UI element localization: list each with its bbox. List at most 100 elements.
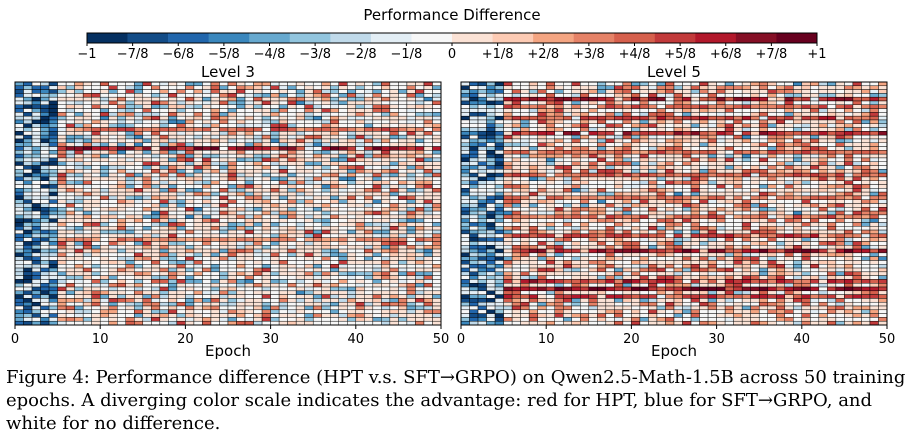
heatmap-cell xyxy=(622,176,632,181)
heatmap-cell xyxy=(372,256,382,261)
heatmap-cell xyxy=(193,237,203,242)
heatmap-cell xyxy=(168,226,178,231)
heatmap-cell xyxy=(253,104,263,109)
heatmap-cell xyxy=(151,176,161,181)
heatmap-cell xyxy=(108,119,118,124)
heatmap-cell xyxy=(631,115,641,121)
heatmap-cell xyxy=(801,104,811,109)
heatmap-cell xyxy=(236,256,246,261)
heatmap-cell xyxy=(406,252,416,257)
heatmap-cell xyxy=(699,199,709,204)
heatmap-cell xyxy=(278,89,288,94)
heatmap-cell xyxy=(40,218,50,223)
heatmap-cell xyxy=(810,203,820,208)
heatmap-cell xyxy=(176,108,186,113)
heatmap-cell xyxy=(622,131,632,136)
heatmap-cell xyxy=(364,286,374,292)
heatmap-cell xyxy=(432,142,442,147)
heatmap-cell xyxy=(244,172,254,178)
heatmap-cell xyxy=(202,290,212,295)
heatmap-cell xyxy=(321,260,331,265)
heatmap-cell xyxy=(57,157,67,162)
heatmap-cell xyxy=(665,161,675,166)
colorbar-segment xyxy=(370,33,412,43)
heatmap-cell xyxy=(74,309,84,314)
heatmap-cell xyxy=(767,203,777,208)
heatmap-cell xyxy=(65,104,75,109)
heatmap-cell xyxy=(219,320,229,326)
heatmap-cell xyxy=(23,108,33,113)
heatmap-cell xyxy=(469,169,479,174)
heatmap-cell xyxy=(605,188,615,193)
heatmap-cell xyxy=(415,96,425,102)
heatmap-cell xyxy=(639,81,649,87)
heatmap-cell xyxy=(741,169,751,174)
heatmap-cell xyxy=(117,271,126,276)
heatmap-cell xyxy=(278,305,288,311)
heatmap-cell xyxy=(159,176,169,181)
heatmap-cell xyxy=(91,93,101,98)
heatmap-cell xyxy=(40,96,50,102)
heatmap-cell xyxy=(176,222,186,227)
heatmap-cell xyxy=(108,161,118,166)
heatmap-cell xyxy=(494,104,504,109)
heatmap-cell xyxy=(227,305,237,311)
heatmap-cell xyxy=(372,142,382,147)
heatmap-cell xyxy=(707,157,717,162)
heatmap-cell xyxy=(108,275,118,280)
heatmap-cell xyxy=(82,294,92,299)
heatmap-cell xyxy=(168,267,178,273)
heatmap-cell xyxy=(469,127,479,132)
heatmap-cell xyxy=(125,112,135,117)
heatmap-cell xyxy=(707,195,717,200)
heatmap-cell xyxy=(347,320,357,326)
heatmap-cell xyxy=(406,138,416,143)
heatmap-cell xyxy=(278,267,288,273)
heatmap-cell xyxy=(99,123,109,128)
heatmap-cell xyxy=(758,184,768,189)
heatmap-cell xyxy=(364,188,374,193)
heatmap-cell xyxy=(117,203,126,208)
heatmap-cell xyxy=(398,188,408,193)
heatmap-cell xyxy=(48,153,58,159)
heatmap-cell xyxy=(338,172,348,178)
heatmap-cell xyxy=(648,100,658,106)
heatmap-cell xyxy=(724,89,734,94)
heatmap-cell xyxy=(372,184,382,189)
heatmap-cell xyxy=(261,294,271,299)
heatmap-cell xyxy=(767,165,777,170)
heatmap-cell xyxy=(48,172,58,178)
heatmap-cell xyxy=(364,131,374,136)
heatmap-cell xyxy=(597,203,607,208)
heatmap-cell xyxy=(758,138,768,143)
heatmap-cell xyxy=(23,241,33,246)
heatmap-cell xyxy=(835,161,845,166)
heatmap-cell xyxy=(733,199,743,204)
heatmap-cell xyxy=(14,214,24,219)
heatmap-cell xyxy=(656,153,666,159)
heatmap-cell xyxy=(415,100,425,106)
heatmap-cell xyxy=(134,93,144,98)
heatmap-cell xyxy=(784,199,794,204)
heatmap-cell xyxy=(48,169,58,174)
heatmap-cell xyxy=(554,199,564,204)
heatmap-cell xyxy=(460,191,470,197)
heatmap-cell xyxy=(707,81,717,87)
heatmap-cell xyxy=(355,245,365,250)
heatmap-cell xyxy=(210,89,220,94)
heatmap-cell xyxy=(469,191,479,197)
heatmap-cell xyxy=(460,188,470,193)
heatmap-cell xyxy=(793,142,803,147)
heatmap-cell xyxy=(835,142,845,147)
heatmap-cell xyxy=(861,112,871,117)
heatmap-cell xyxy=(423,298,433,303)
heatmap-cell xyxy=(372,301,382,307)
heatmap-cell xyxy=(767,188,777,193)
heatmap-cell xyxy=(312,146,322,151)
heatmap-cell xyxy=(185,245,195,250)
heatmap-cell xyxy=(869,131,879,136)
heatmap-cell xyxy=(869,138,879,143)
heatmap-cell xyxy=(520,176,530,181)
heatmap-cell xyxy=(185,81,195,87)
heatmap-cell xyxy=(40,290,50,295)
